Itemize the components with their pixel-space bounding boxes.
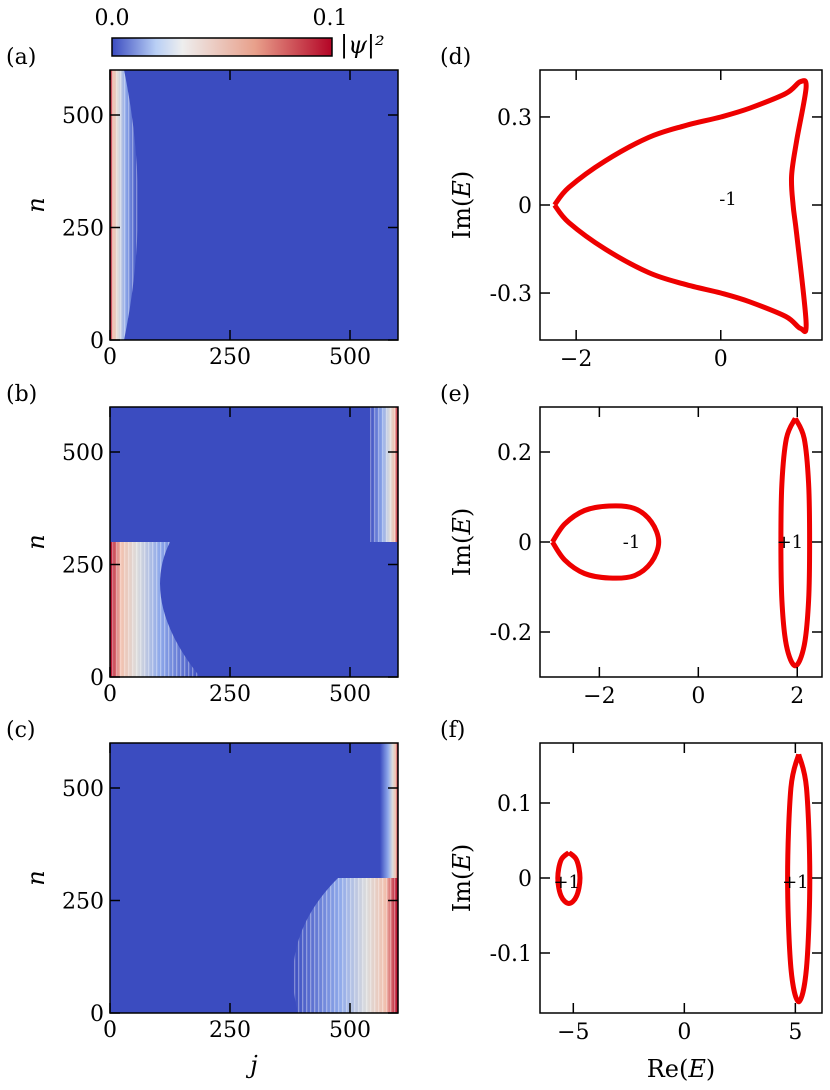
y-tick-label: 0 xyxy=(90,666,104,691)
y-tick-label: 0.3 xyxy=(497,106,532,131)
y-axis-label-text: Im(E) xyxy=(448,844,476,913)
x-tick-label: 5 xyxy=(788,1020,802,1045)
x-tick-label: 250 xyxy=(209,345,251,370)
winding-number-label: +1 xyxy=(777,532,804,553)
x-tick-label: 0 xyxy=(103,1018,117,1043)
axes-frame xyxy=(539,406,823,678)
y-tick-label: 0 xyxy=(90,1002,104,1027)
spectrum-panel-d: -1 −2 0 0.3 0 -0.3 Im(E) (d) xyxy=(440,45,823,372)
colorbar-label: |ψ|² xyxy=(340,31,385,60)
spectrum-loop-1 xyxy=(550,503,662,581)
y-tick-label: 250 xyxy=(62,554,104,579)
winding-number-label: -1 xyxy=(719,189,737,210)
y-axis-label-text: Im(E) xyxy=(448,171,476,240)
y-tick-label: 0 xyxy=(518,194,532,219)
panel-label: (d) xyxy=(440,45,471,70)
y-tick-label: 0.2 xyxy=(497,441,532,466)
x-tick-label: 0 xyxy=(103,682,117,707)
x-tick-label: 0 xyxy=(691,684,705,709)
colorbar: 0.0 0.1 |ψ|² xyxy=(95,6,385,60)
y-tick-label: 0.1 xyxy=(497,792,532,817)
y-axis-label: n xyxy=(22,197,50,212)
axes-frame xyxy=(109,742,399,1014)
y-tick-label: 0 xyxy=(90,329,104,354)
edge-fringes-left-lower xyxy=(110,542,200,677)
axes-frame xyxy=(109,406,399,678)
panel-label: (c) xyxy=(6,718,36,743)
x-tick-label: 500 xyxy=(329,682,371,707)
heatmap-panel-b: 0 250 500 0 250 500 n (b) xyxy=(6,382,399,707)
edge-fringes-right-lower xyxy=(293,878,398,1013)
y-tick-label: -0.2 xyxy=(490,621,532,646)
y-tick-label: -0.1 xyxy=(490,942,532,967)
edge-fringes-left xyxy=(110,70,138,340)
panel-label: (b) xyxy=(6,382,37,407)
x-tick-label: 0 xyxy=(714,347,728,372)
y-axis-label: n xyxy=(22,870,50,885)
x-axis-label: Re(E) xyxy=(647,1055,716,1083)
axes-frame xyxy=(109,69,399,341)
y-axis-label: n xyxy=(22,534,50,549)
y-tick-label: 500 xyxy=(62,104,104,129)
spectrum-loop-2 xyxy=(778,417,813,669)
colorbar-max-label: 0.1 xyxy=(313,6,348,31)
colorbar-min-label: 0.0 xyxy=(95,6,130,31)
x-tick-label: 0 xyxy=(677,1020,691,1045)
x-tick-label: −5 xyxy=(557,1020,589,1045)
y-tick-label: 500 xyxy=(62,777,104,802)
y-tick-label: 500 xyxy=(62,441,104,466)
x-tick-label: 500 xyxy=(329,345,371,370)
heatmap-background xyxy=(110,70,398,340)
colorbar-gradient xyxy=(111,37,333,57)
panel-label: (f) xyxy=(440,718,465,743)
heatmap-panel-a: 0 250 500 0 250 500 n (a) xyxy=(6,45,399,370)
spectrum-panel-e: -1 +1 −2 0 2 0.2 0 -0.2 Im(E) (e) xyxy=(440,382,823,709)
x-tick-label: 250 xyxy=(209,1018,251,1043)
x-axis-label: j xyxy=(245,1051,258,1079)
axes-frame xyxy=(539,69,823,341)
y-tick-label: -0.3 xyxy=(490,282,532,307)
panel-label: (e) xyxy=(440,382,470,407)
spectrum-panel-f: +1 +1 −5 0 5 0.1 0 -0.1 Im(E) Re(E) (f) xyxy=(440,718,823,1083)
y-tick-label: 0 xyxy=(518,867,532,892)
y-axis-label: Im(E) xyxy=(448,844,476,913)
x-tick-label: 0 xyxy=(103,345,117,370)
y-tick-label: 250 xyxy=(62,890,104,915)
spectrum-loop-1 xyxy=(555,850,583,906)
x-axis-label-text: Re(E) xyxy=(647,1055,716,1083)
edge-mode-right-upper xyxy=(380,743,398,878)
x-tick-label: 2 xyxy=(790,684,804,709)
x-tick-label: 500 xyxy=(329,1018,371,1043)
axes-frame xyxy=(539,742,823,1014)
spectrum-loop-2 xyxy=(785,753,813,1005)
winding-number-label: -1 xyxy=(623,532,641,553)
edge-fringes-right-upper xyxy=(370,407,398,542)
panel-label: (a) xyxy=(6,45,36,70)
y-tick-label: 0 xyxy=(518,531,532,556)
spectrum-loop-1 xyxy=(552,78,809,335)
y-axis-label: Im(E) xyxy=(448,508,476,577)
y-tick-label: 250 xyxy=(62,217,104,242)
winding-number-label: +1 xyxy=(553,872,580,893)
y-axis-label-text: Im(E) xyxy=(448,508,476,577)
y-axis-label: Im(E) xyxy=(448,171,476,240)
x-tick-label: 250 xyxy=(209,682,251,707)
x-tick-label: −2 xyxy=(583,684,615,709)
winding-number-label: +1 xyxy=(782,872,809,893)
x-tick-label: −2 xyxy=(560,347,592,372)
heatmap-panel-c: 0 250 500 0 250 500 n j (c) xyxy=(6,718,399,1079)
